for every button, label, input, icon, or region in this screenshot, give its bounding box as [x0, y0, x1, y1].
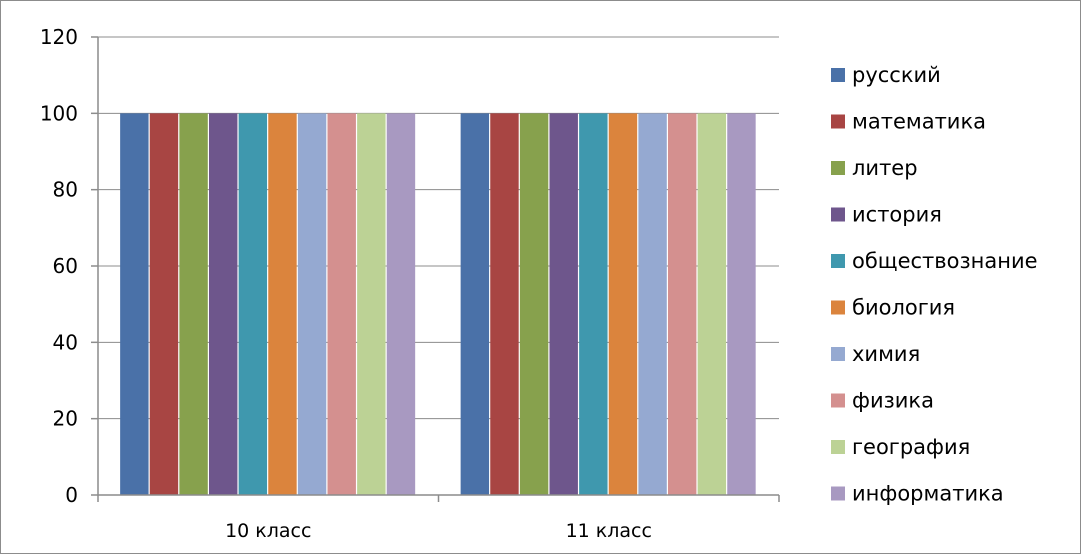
- y-tick-label: 0: [65, 483, 78, 507]
- x-category-labels: 10 класс 11 класс: [225, 520, 652, 542]
- bar: [327, 113, 356, 495]
- legend-label: русский: [852, 63, 941, 87]
- bar: [727, 113, 756, 495]
- bar: [386, 113, 416, 495]
- bar: [490, 113, 519, 495]
- legend-label: литер: [852, 156, 918, 180]
- y-tick-label: 40: [53, 330, 78, 354]
- bar: [638, 113, 667, 495]
- bar: [608, 113, 638, 495]
- bar: [268, 113, 297, 495]
- legend-label: физика: [852, 389, 934, 413]
- legend-swatch: [831, 440, 845, 454]
- legend-label: история: [852, 203, 942, 227]
- legend-label: информатика: [852, 482, 1004, 506]
- x-category-label: 11 класс: [566, 520, 652, 542]
- y-tick-label: 80: [53, 178, 78, 202]
- bar: [238, 113, 268, 495]
- bar: [519, 113, 549, 495]
- legend-label: обществознание: [852, 249, 1038, 273]
- bar: [179, 113, 208, 495]
- legend-swatch: [831, 393, 845, 408]
- y-tick-label: 100: [40, 101, 78, 125]
- legend-swatch: [831, 347, 845, 361]
- legend-label: биология: [852, 296, 955, 320]
- bar: [549, 113, 578, 495]
- bar: [667, 113, 697, 495]
- y-tick-labels: 0 20 40 60 80 100 120: [40, 25, 78, 507]
- bar: [297, 113, 327, 495]
- bar: [209, 113, 238, 495]
- bar: [120, 113, 149, 495]
- legend-label: география: [852, 435, 970, 459]
- legend-swatch: [831, 300, 845, 315]
- legend-swatch: [831, 254, 845, 268]
- y-tick-label: 120: [40, 25, 78, 49]
- legend-swatch: [831, 486, 845, 501]
- x-category-label: 10 класс: [225, 520, 311, 542]
- y-tick-label: 20: [53, 407, 78, 431]
- legend-label: математика: [852, 110, 986, 134]
- axes: [97, 37, 779, 496]
- legend-label: химия: [852, 342, 920, 366]
- bars: [120, 113, 756, 495]
- bar: [697, 113, 727, 495]
- legend-swatch: [831, 207, 845, 222]
- legend: русский математика литер история обществозна…: [831, 63, 1038, 506]
- bar: [149, 113, 179, 495]
- y-tick-label: 60: [53, 254, 78, 278]
- bar: [357, 113, 386, 495]
- bar: [579, 113, 608, 495]
- legend-swatch: [831, 68, 845, 82]
- bar: [460, 113, 490, 495]
- legend-swatch: [831, 161, 845, 175]
- legend-swatch: [831, 114, 845, 129]
